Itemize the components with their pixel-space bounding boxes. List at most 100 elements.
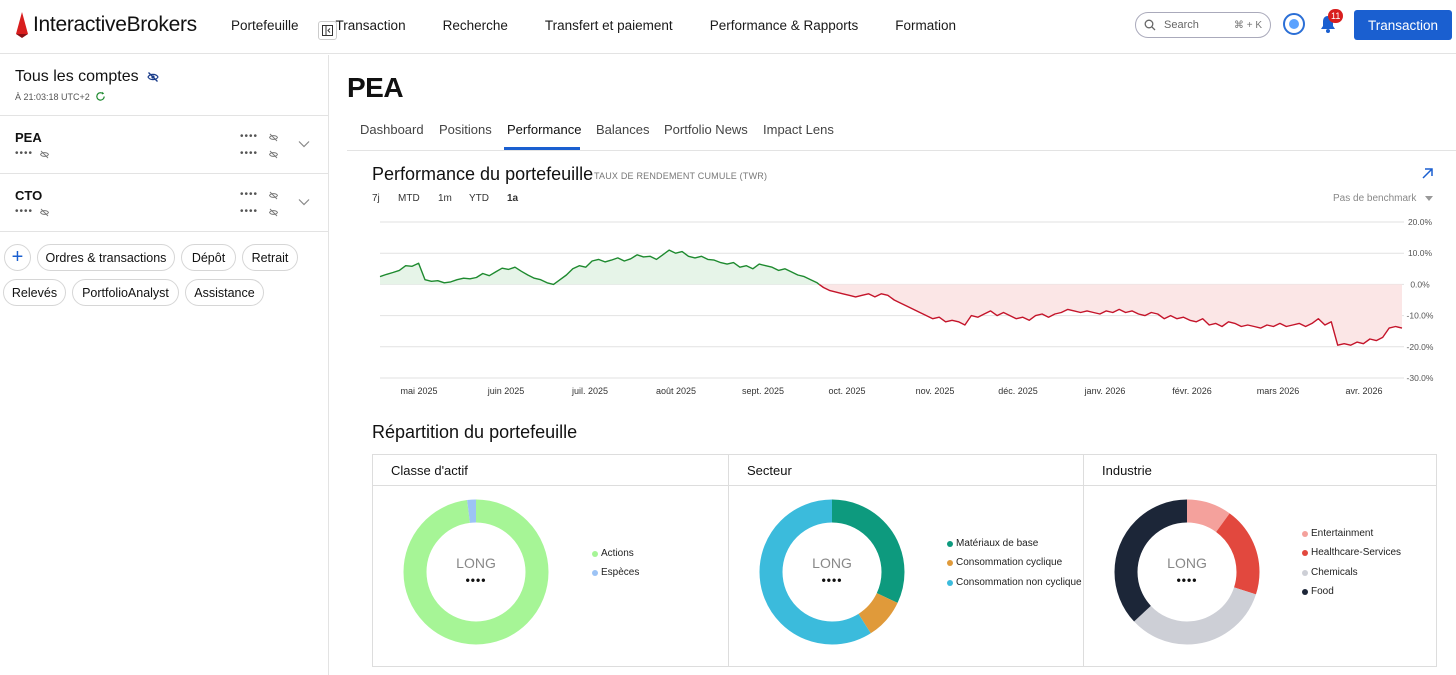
assistance-button[interactable]: Assistance xyxy=(185,279,264,306)
performance-chart: 20.0% 10.0% 0.0% -10.0% -20.0% -30.0% mai 202… xyxy=(379,217,1434,396)
x-tick-label: févr. 2026 xyxy=(1172,386,1212,396)
open-external-icon[interactable] xyxy=(1421,167,1434,180)
repartition-panels: Classe d'actif LONG •••• Actions Espèces… xyxy=(372,454,1437,667)
search-input[interactable]: Search ⌘ + K xyxy=(1135,12,1271,38)
hide-values-icon[interactable] xyxy=(146,71,159,83)
legend-item: Entertainment xyxy=(1302,528,1373,539)
tab-portfolio-news[interactable]: Portfolio News xyxy=(664,122,748,137)
x-tick-label: déc. 2025 xyxy=(998,386,1038,396)
nav-performance-rapports[interactable]: Performance & Rapports xyxy=(709,17,859,33)
performance-title: Performance du portefeuille xyxy=(372,164,594,184)
account-tabs: Dashboard Positions Performance Balances… xyxy=(347,113,1456,151)
asset-class-donut xyxy=(403,499,549,645)
refresh-icon[interactable] xyxy=(95,91,106,102)
repartition-title: Répartition du portefeuille xyxy=(372,422,578,442)
account-change-masked: •••• xyxy=(240,148,259,159)
account-row-cto[interactable]: CTO •••• •••• •••• xyxy=(0,174,328,231)
donut-slice[interactable] xyxy=(759,499,905,645)
tab-balances[interactable]: Balances xyxy=(596,122,650,137)
panel-title: Classe d'actif xyxy=(391,463,468,478)
panel-asset-class: Classe d'actif LONG •••• Actions Espèces xyxy=(373,455,728,666)
tab-dashboard[interactable]: Dashboard xyxy=(360,122,424,137)
twr-series-line xyxy=(379,249,820,286)
y-tick-label: -20.0% xyxy=(1407,342,1434,352)
search-icon xyxy=(1144,19,1156,31)
brand-logo[interactable]: InteractiveBrokers xyxy=(15,10,197,40)
donut-slice[interactable] xyxy=(403,499,549,645)
nav-portefeuille[interactable]: Portefeuille xyxy=(231,17,299,33)
y-tick-label: -30.0% xyxy=(1407,373,1434,383)
chevron-down-icon[interactable] xyxy=(298,198,310,206)
account-name: PEA xyxy=(15,130,42,145)
deposit-button[interactable]: Dépôt xyxy=(181,244,236,271)
period-1a[interactable]: 1a xyxy=(507,193,519,204)
x-tick-label: nov. 2025 xyxy=(916,386,955,396)
twr-series-line xyxy=(818,283,1403,346)
x-tick-label: mai 2025 xyxy=(400,386,437,396)
hidden-icon xyxy=(40,208,49,217)
benchmark-select[interactable]: Pas de benchmark xyxy=(1333,193,1417,204)
y-tick-label: 20.0% xyxy=(1408,217,1433,227)
legend-item: Actions xyxy=(592,548,634,559)
statements-button[interactable]: Relevés xyxy=(3,279,66,306)
y-tick-label: -10.0% xyxy=(1407,311,1434,321)
panel-title: Secteur xyxy=(747,463,792,478)
accounts-title: Tous les comptes xyxy=(15,68,139,85)
trade-button[interactable]: Transaction xyxy=(1354,10,1452,40)
donut-center-label: LONG xyxy=(456,555,496,571)
panel-collapse-icon xyxy=(322,25,333,36)
period-7j[interactable]: 7j xyxy=(372,193,380,204)
positive-area xyxy=(380,250,820,285)
donut-slice[interactable] xyxy=(1114,499,1260,645)
x-tick-label: juil. 2025 xyxy=(571,386,608,396)
account-change-masked: •••• xyxy=(240,206,259,217)
account-value-masked: •••• xyxy=(240,189,259,200)
orders-transactions-button[interactable]: Ordres & transactions xyxy=(37,244,175,271)
legend-item: Matériaux de base xyxy=(947,538,1038,549)
account-row-pea[interactable]: PEA •••• •••• •••• xyxy=(0,116,328,173)
x-tick-label: avr. 2026 xyxy=(1345,386,1382,396)
x-tick-label: août 2025 xyxy=(656,386,696,396)
donut-slice[interactable] xyxy=(1114,499,1260,645)
tab-performance[interactable]: Performance xyxy=(507,122,582,137)
tab-impact-lens[interactable]: Impact Lens xyxy=(763,122,834,137)
y-tick-label: 0.0% xyxy=(1410,279,1430,289)
period-mtd[interactable]: MTD xyxy=(398,193,420,204)
sector-donut xyxy=(759,499,905,645)
donut-slice[interactable] xyxy=(403,499,549,645)
hidden-icon xyxy=(269,208,278,217)
donut-center-value: •••• xyxy=(465,573,487,587)
account-id-masked: •••• xyxy=(15,148,34,159)
x-tick-label: mars 2026 xyxy=(1257,386,1300,396)
add-button[interactable]: + xyxy=(4,244,31,271)
industry-donut xyxy=(1114,499,1260,645)
tab-positions[interactable]: Positions xyxy=(439,122,492,137)
search-shortcut: ⌘ + K xyxy=(1233,19,1262,31)
dropdown-arrow-icon[interactable] xyxy=(1425,196,1433,201)
donut-center-label: LONG xyxy=(812,555,852,571)
nav-formation[interactable]: Formation xyxy=(895,17,957,33)
y-tick-label: 10.0% xyxy=(1408,248,1433,258)
portfolioanalyst-button[interactable]: PortfolioAnalyst xyxy=(72,279,179,306)
divider xyxy=(0,173,328,174)
withdraw-button[interactable]: Retrait xyxy=(242,244,298,271)
top-nav: InteractiveBrokers Portefeuille Transact… xyxy=(0,0,1456,54)
nav-transfert[interactable]: Transfert et paiement xyxy=(544,17,673,33)
collapse-sidebar-button[interactable] xyxy=(318,21,337,40)
donut-slice[interactable] xyxy=(1114,499,1260,645)
page-title: PEA xyxy=(347,72,404,103)
nav-transaction[interactable]: Transaction xyxy=(335,17,406,33)
period-1m[interactable]: 1m xyxy=(438,193,452,204)
last-update-time: À 21:03:18 UTC+2 xyxy=(15,91,90,102)
chevron-down-icon[interactable] xyxy=(298,140,310,148)
donut-center-label: LONG xyxy=(1167,555,1207,571)
donut-center-value: •••• xyxy=(821,573,843,587)
globe-icon[interactable] xyxy=(1283,13,1305,35)
panel-title: Industrie xyxy=(1102,463,1152,478)
x-tick-label: sept. 2025 xyxy=(742,386,784,396)
account-value-masked: •••• xyxy=(240,131,259,142)
nav-recherche[interactable]: Recherche xyxy=(442,17,508,33)
period-ytd[interactable]: YTD xyxy=(469,193,489,204)
brand-name-light: Interactive xyxy=(33,13,127,36)
divider xyxy=(0,231,328,232)
